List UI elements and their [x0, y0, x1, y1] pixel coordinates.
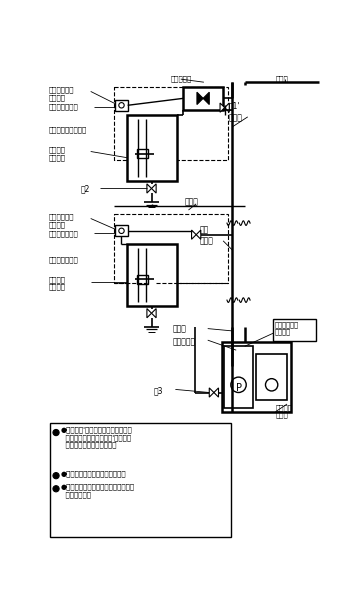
- Polygon shape: [147, 184, 152, 193]
- Text: 電磁ポンプ: 電磁ポンプ: [173, 337, 196, 346]
- Polygon shape: [220, 103, 225, 112]
- Text: 戸別タンク醸用: 戸別タンク醸用: [48, 256, 78, 263]
- Bar: [222, 342, 291, 412]
- Text: ●弁２は通常閉で、緊急時に開。: ●弁２は通常閉で、緊急時に開。: [61, 470, 126, 477]
- Text: 通路線: 通路線: [184, 197, 199, 206]
- Text: 弁1': 弁1': [229, 102, 240, 111]
- Polygon shape: [152, 309, 156, 318]
- Text: P: P: [235, 383, 242, 393]
- Bar: [115, 226, 128, 236]
- Circle shape: [53, 486, 59, 492]
- Text: 弁3: 弁3: [154, 386, 163, 395]
- Bar: [137, 149, 148, 159]
- Text: 戸別タンク最上階用: 戸別タンク最上階用: [48, 127, 87, 134]
- Polygon shape: [225, 103, 229, 112]
- Text: 弁１: 弁１: [200, 226, 209, 235]
- Text: 通路線: 通路線: [275, 75, 288, 82]
- Polygon shape: [147, 309, 152, 318]
- Bar: [224, 347, 253, 408]
- Text: 弁2: 弁2: [81, 185, 90, 193]
- Bar: [114, 87, 228, 160]
- Polygon shape: [203, 92, 209, 105]
- Text: ●弁３は通常閉で、システム漏洩検出
  動作時に開。: ●弁３は通常閉で、システム漏洩検出 動作時に開。: [61, 483, 135, 497]
- Polygon shape: [214, 388, 218, 397]
- Bar: [273, 319, 316, 341]
- Text: 戻り管: 戻り管: [229, 114, 242, 123]
- Bar: [127, 244, 177, 305]
- Text: 状態表示ランプ: 状態表示ランプ: [48, 104, 78, 111]
- Polygon shape: [209, 388, 214, 397]
- Bar: [114, 214, 228, 283]
- Bar: [256, 354, 287, 400]
- Text: ●弁１、１'は通常閉で、該当戸別タ
  ンク給油時に開。特に１'はシステ
  ム漏洩検出動作時にも開。: ●弁１、１'は通常閉で、該当戸別タ ンク給油時に開。特に１'はシステ ム漏洩検出…: [61, 426, 132, 448]
- Bar: [137, 275, 148, 284]
- Text: 戸別タンク用
制御機器: 戸別タンク用 制御機器: [48, 214, 74, 228]
- Circle shape: [53, 429, 59, 435]
- Text: 戸別タンク用
制御機器: 戸別タンク用 制御機器: [48, 87, 74, 101]
- Text: 圧力開閉弁: 圧力開閉弁: [170, 75, 191, 82]
- Text: 電磁ポンプ用
制御機器: 電磁ポンプ用 制御機器: [275, 321, 299, 335]
- Polygon shape: [196, 230, 201, 240]
- Text: フロート
スイッチ: フロート スイッチ: [48, 147, 65, 161]
- Polygon shape: [192, 230, 196, 240]
- Bar: [183, 87, 223, 110]
- Bar: [115, 100, 128, 111]
- Circle shape: [53, 472, 59, 478]
- Bar: [127, 116, 177, 181]
- Text: 状態表示ランプ: 状態表示ランプ: [48, 230, 78, 237]
- Bar: [50, 423, 231, 537]
- Text: フロート
スイッチ: フロート スイッチ: [48, 276, 65, 291]
- Text: 戻り管: 戻り管: [200, 236, 214, 245]
- Text: 送り管: 送り管: [173, 325, 187, 334]
- Polygon shape: [152, 184, 156, 193]
- Text: 圧力調整
バルブ: 圧力調整 バルブ: [275, 404, 292, 418]
- Polygon shape: [197, 92, 203, 105]
